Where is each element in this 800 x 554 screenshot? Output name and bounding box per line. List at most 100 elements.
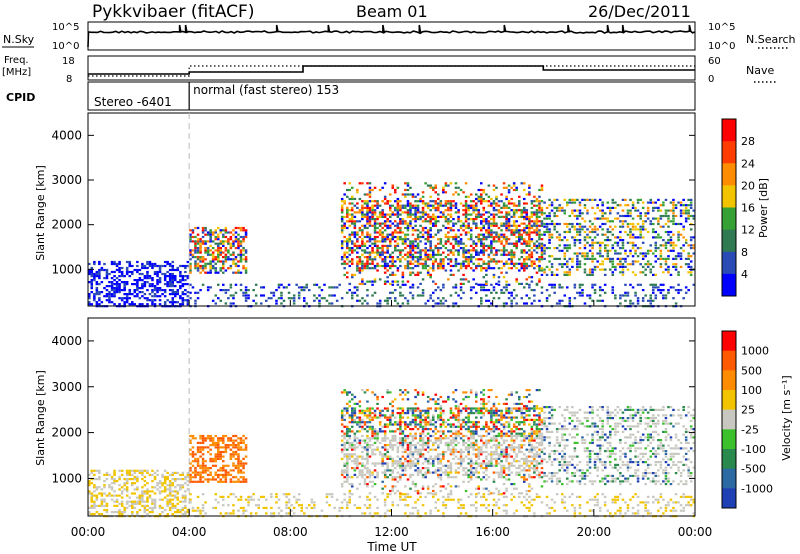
power-cell-115	[115, 291, 119, 294]
power-cell-2791	[543, 257, 546, 260]
velocity-cell-1344	[363, 412, 367, 415]
velocity-cell-730	[545, 504, 549, 507]
power-colorbar-label: Power [dB]	[757, 178, 770, 238]
power-cell-2399	[495, 282, 498, 285]
power-cell-3005	[586, 209, 589, 212]
power-cell-3490	[689, 206, 693, 209]
power-cell-2739	[538, 278, 541, 281]
power-cell-1397	[368, 235, 372, 239]
power-cell-263	[151, 301, 154, 304]
velocity-cell-372	[179, 484, 182, 487]
velocity-cell-253	[151, 500, 154, 503]
power-cell-2269	[480, 267, 483, 270]
velocity-cell-901	[194, 473, 197, 476]
power-cell-18	[90, 272, 94, 276]
power-cell-1276	[353, 204, 357, 207]
power-cell-2066	[452, 273, 455, 276]
velocity-cell-1104	[237, 455, 240, 458]
power-cell-612	[396, 283, 400, 286]
power-cell-166	[125, 281, 129, 284]
power-cell-1031	[217, 249, 220, 252]
power-cell-1632	[396, 224, 400, 227]
freq-tick-bottom: 8	[66, 74, 72, 85]
power-cell-2602	[520, 222, 524, 225]
power-cell-2220	[472, 222, 475, 225]
power-cell-2567	[515, 220, 518, 223]
velocity-cell-148	[125, 482, 129, 485]
power-cell-3115	[611, 273, 615, 276]
power-cell-2167	[464, 211, 468, 214]
power-cell-203	[136, 281, 139, 284]
power-cell-2944	[576, 257, 579, 260]
velocity-cell-317	[166, 471, 169, 474]
power-cell-208	[136, 260, 139, 264]
velocity-cell-902	[194, 471, 197, 474]
power-cell-1293	[356, 206, 359, 209]
velocity-cell-243	[148, 511, 152, 514]
power-cell-1830	[419, 200, 422, 203]
power-cell-2232	[475, 253, 478, 256]
power-cell-1503	[381, 240, 384, 243]
power-cell-414	[184, 289, 187, 292]
power-cell-41	[95, 275, 99, 278]
velocity-cell-123	[120, 511, 124, 514]
power-cell-2014	[444, 235, 448, 239]
power-cell-2204	[469, 229, 473, 232]
power-cell-3365	[664, 222, 668, 226]
power-cell-2347	[487, 224, 491, 227]
power-cell-3496	[692, 247, 696, 250]
power-cell-3271	[641, 220, 645, 223]
power-cell-1167	[340, 247, 344, 250]
power-cell-1628	[396, 238, 400, 241]
power-cell-1077	[227, 256, 230, 259]
velocity-cell-1033	[222, 460, 225, 463]
velocity-cell-585	[376, 498, 379, 501]
power-cell-2261	[477, 213, 481, 216]
power-cell-643	[434, 302, 438, 305]
velocity-cell-136	[123, 506, 126, 509]
power-cell-526	[292, 297, 296, 300]
power-cell-3019	[591, 271, 594, 274]
velocity-cell-1224	[348, 428, 352, 431]
velocity-cell-391	[184, 504, 187, 507]
power-cell-2355	[487, 184, 491, 187]
velocity-cell-850	[672, 506, 675, 509]
power-cell-2008	[442, 186, 445, 189]
power-cell-1992	[439, 202, 443, 205]
power-cell-1969	[437, 229, 440, 232]
power-cell-160	[125, 301, 129, 304]
power-colorbar-swatch-0	[722, 119, 736, 142]
power-cell-2184	[467, 231, 470, 234]
velocity-cell-890	[191, 471, 195, 474]
velocity-cell-1151	[340, 444, 344, 447]
velocity-cell-396	[184, 490, 187, 493]
power-cell-1483	[378, 247, 382, 250]
power-cell-3210	[629, 209, 632, 212]
power-cell-2563	[515, 231, 518, 234]
velocity-cell-981	[211, 476, 215, 479]
power-cell-2624	[523, 215, 526, 218]
power-cell-3331	[657, 220, 660, 223]
velocity-cell-1091	[234, 446, 238, 449]
velocity-cell-1267	[353, 421, 357, 424]
power-cell-1768	[411, 204, 415, 207]
power-cell-628	[411, 286, 415, 289]
power-cell-2837	[550, 220, 554, 223]
power-cell-2401	[495, 260, 498, 263]
power-cell-563	[330, 302, 334, 305]
power-cell-465	[229, 286, 233, 289]
velocity-cell-1031	[222, 467, 225, 470]
power-cell-1731	[409, 256, 412, 259]
power-cell-1860	[424, 249, 427, 252]
velocity-cell-799	[624, 512, 627, 515]
velocity-cell-108	[115, 494, 119, 497]
velocity-cell-1154	[340, 430, 344, 433]
power-cell-2597	[520, 242, 524, 245]
power-cell-3291	[646, 209, 650, 212]
power-cell-1744	[409, 211, 412, 214]
velocity-cell-1067	[229, 448, 233, 451]
power-cell-2932	[573, 239, 577, 242]
power-cell-3205	[629, 230, 632, 234]
power-cell-2524	[510, 231, 513, 234]
power-cell-3231	[634, 249, 637, 252]
